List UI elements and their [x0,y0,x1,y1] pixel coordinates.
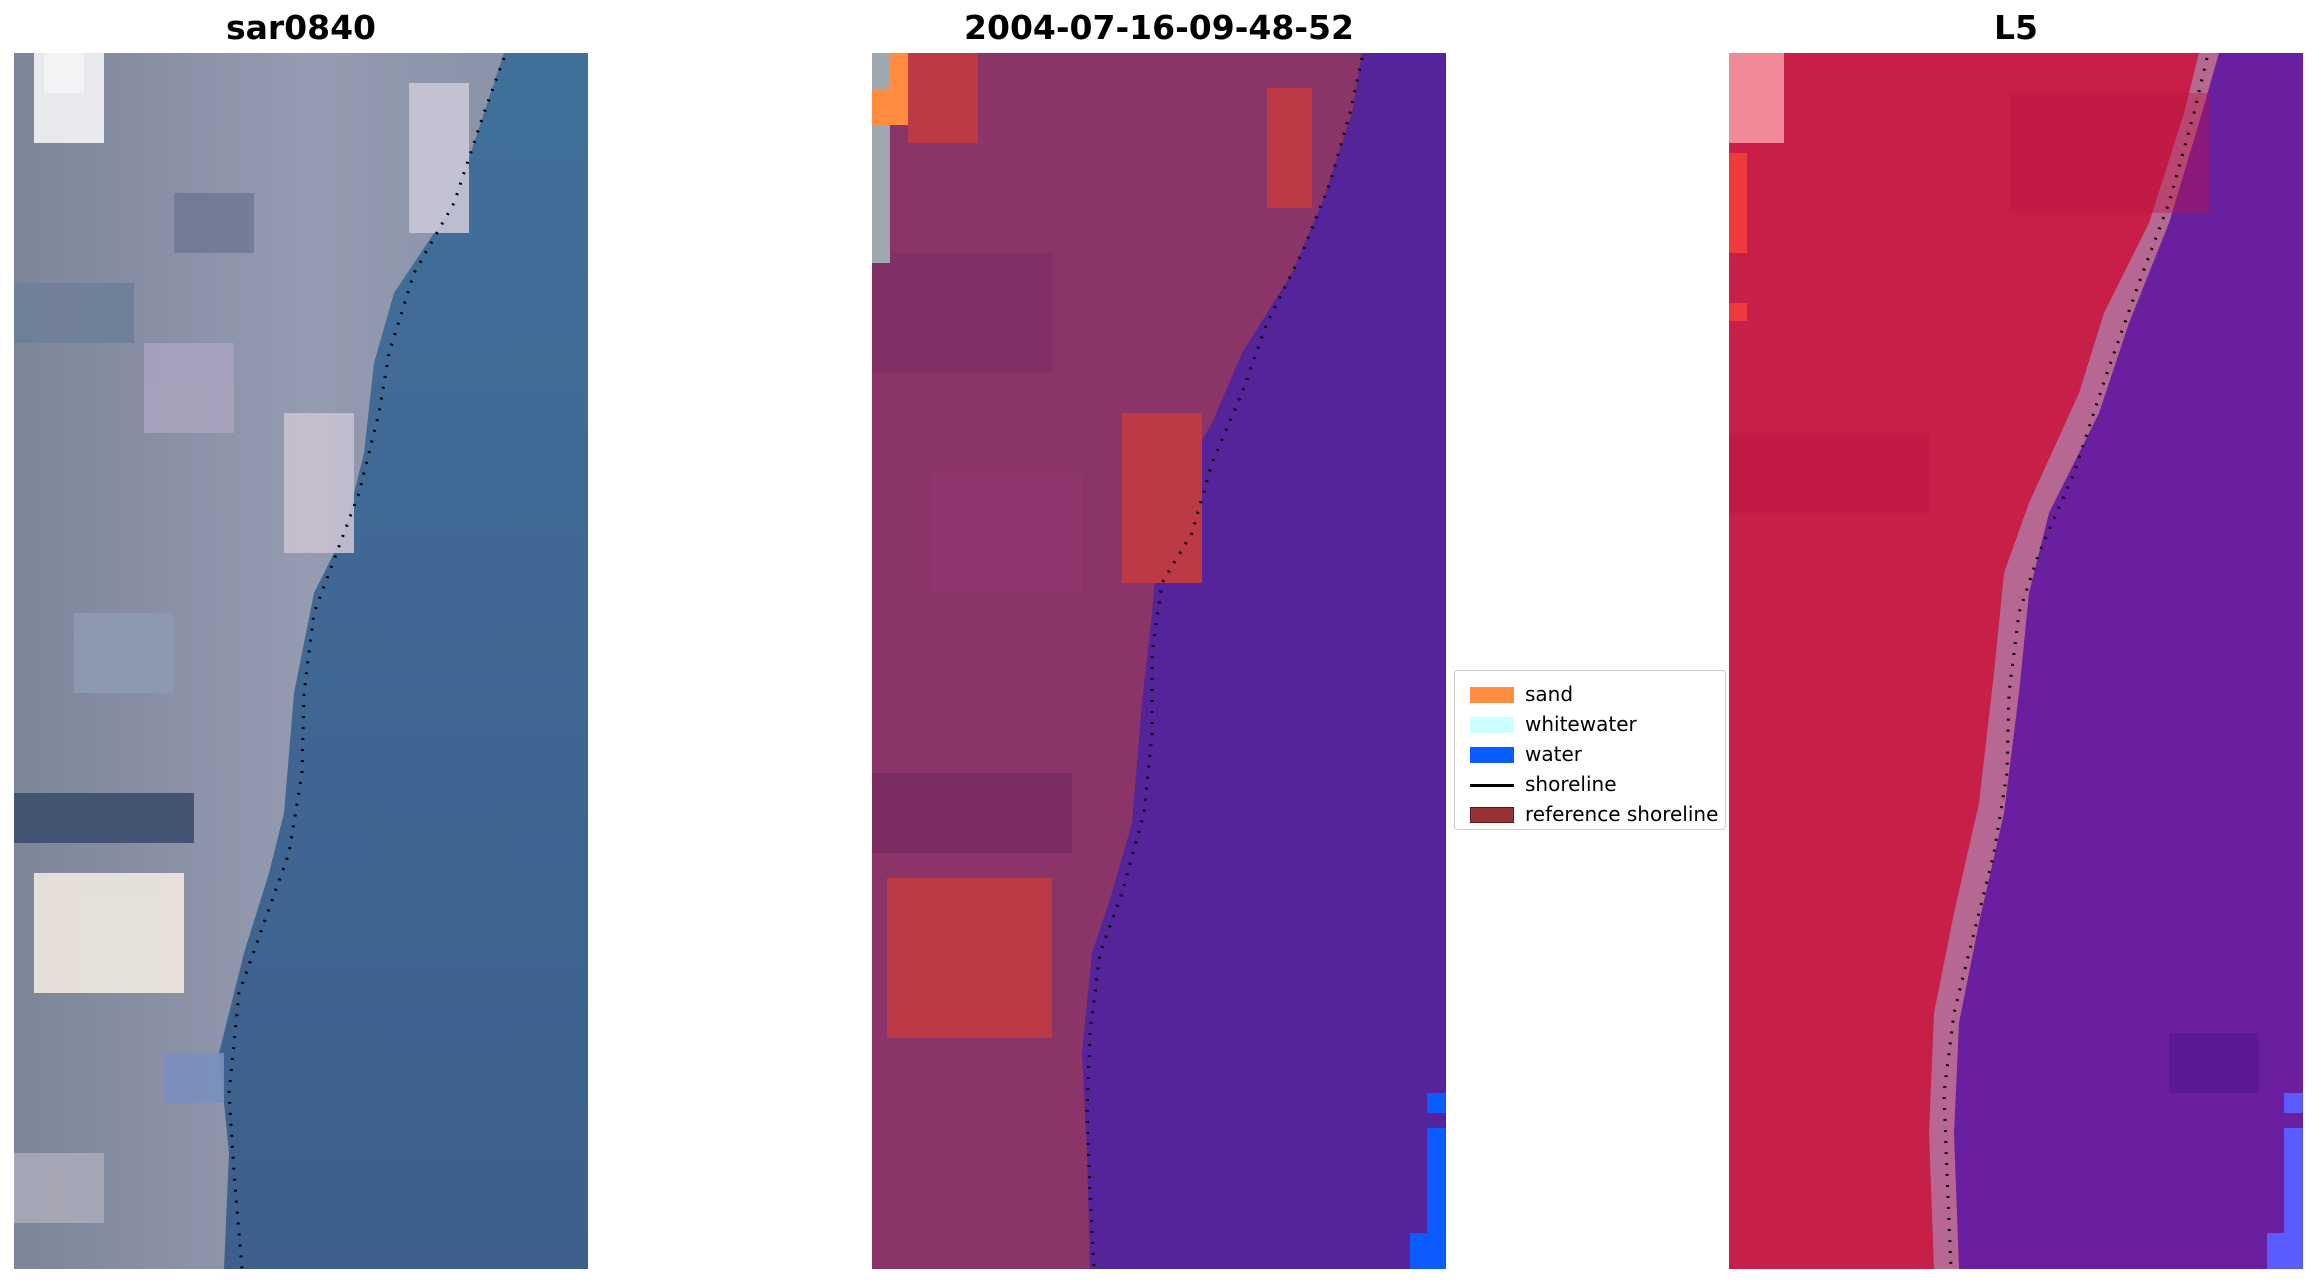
legend-item-reference-shoreline: reference shoreline [1463,799,1725,829]
rgb-image [14,53,588,1269]
whitewater-swatch [1470,717,1514,733]
legend-label: whitewater [1525,712,1637,736]
swir-image [1729,53,2303,1269]
reference-shoreline-swatch [1470,807,1514,823]
legend-label: sand [1525,682,1574,706]
shoreline-dots-swir [1942,57,2209,1269]
legend-item-whitewater: whitewater [1463,709,1725,739]
panel-title-swir: L5 [1994,8,2038,47]
water-swatch [1470,747,1514,763]
legend-item-sand: sand [1463,679,1725,709]
legend-label: water [1525,742,1582,766]
legend-item-shoreline: shoreline [1463,769,1725,799]
legend-label: reference shoreline [1525,802,1719,826]
panel-title-classified: 2004-07-16-09-48-52 [964,8,1354,47]
shoreline-dots [227,57,506,1269]
panel-title-rgb: sar0840 [225,8,377,47]
legend: sand whitewater water shoreline referenc… [1454,670,1726,830]
swir-image-panel [1729,53,2303,1269]
sand-swatch [1470,687,1514,703]
classified-image [872,53,1446,1269]
rgb-image-panel [14,53,588,1269]
shoreline-line-icon [1470,784,1514,787]
classified-image-panel [872,53,1446,1269]
legend-label: shoreline [1525,772,1617,796]
legend-item-water: water [1463,739,1725,769]
